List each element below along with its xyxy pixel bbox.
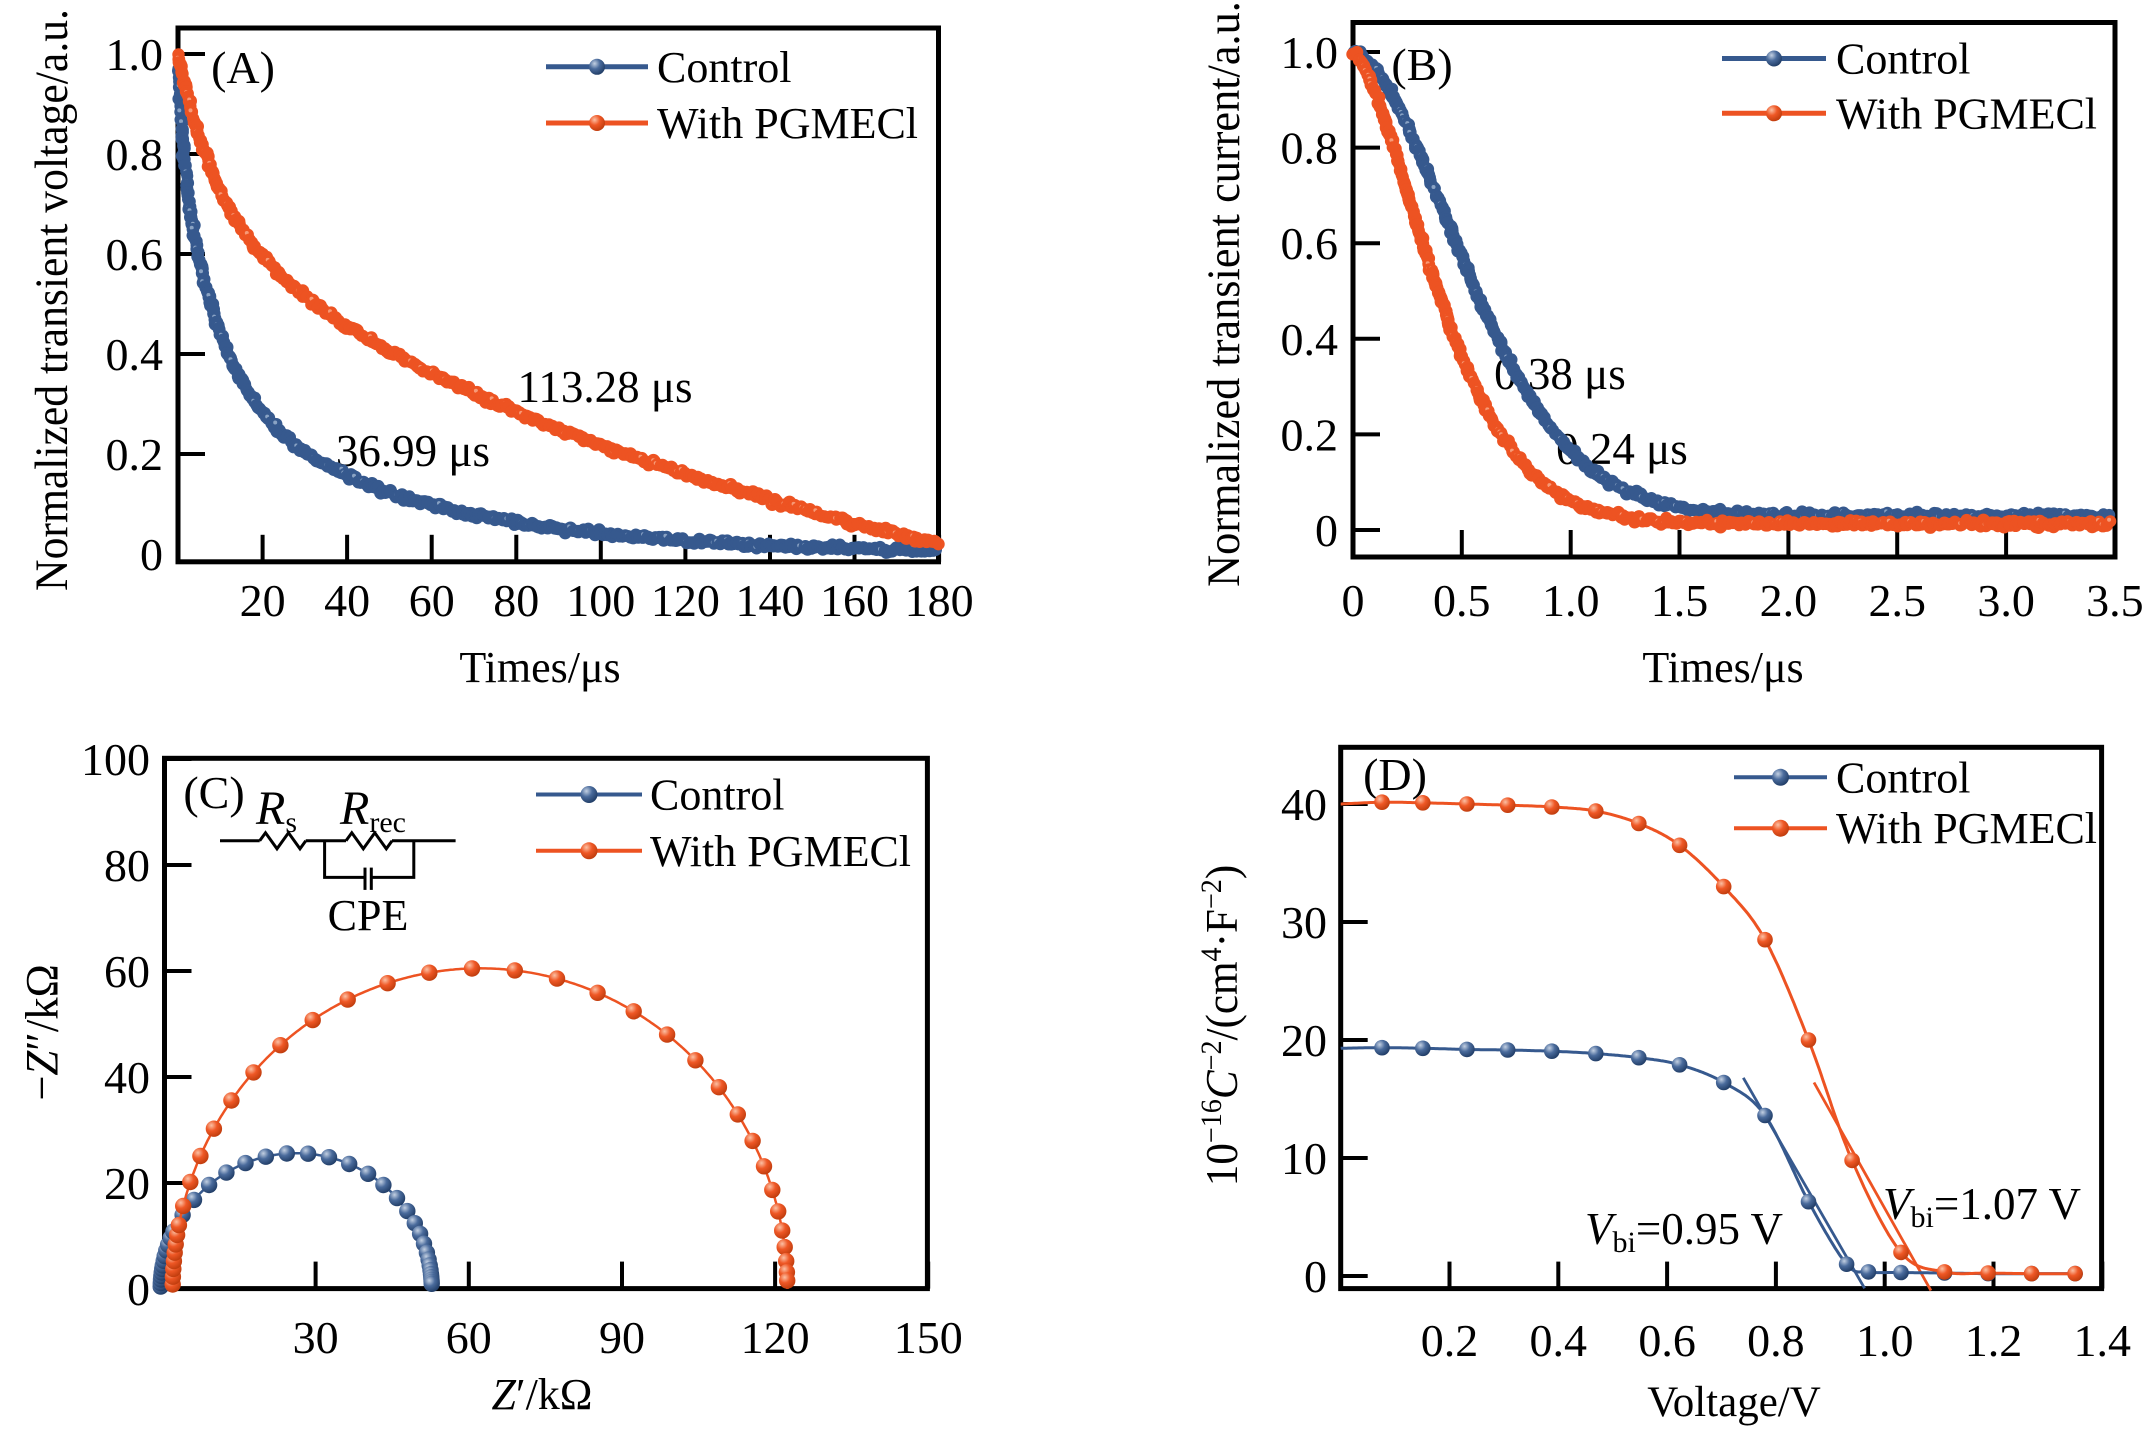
svg-text:20: 20 — [1281, 1015, 1327, 1066]
svg-text:1.5: 1.5 — [1651, 575, 1709, 626]
svg-text:1.2: 1.2 — [1965, 1315, 2023, 1366]
svg-text:0: 0 — [1342, 575, 1365, 626]
svg-text:100: 100 — [566, 575, 635, 626]
svg-text:0.8: 0.8 — [1747, 1315, 1805, 1366]
svg-text:0.8: 0.8 — [106, 129, 164, 180]
svg-text:100: 100 — [81, 734, 150, 785]
svg-text:Vbi=1.07 V: Vbi=1.07 V — [1883, 1179, 2081, 1234]
svg-text:With PGMECl: With PGMECl — [1836, 804, 2097, 853]
svg-text:0.5: 0.5 — [1433, 575, 1491, 626]
svg-text:0: 0 — [1304, 1251, 1327, 1302]
svg-text:Times/μs: Times/μs — [459, 643, 620, 692]
svg-text:0.6: 0.6 — [1638, 1315, 1696, 1366]
svg-text:Control: Control — [1836, 753, 1970, 802]
svg-text:Voltage/V: Voltage/V — [1647, 1379, 1821, 1426]
svg-text:0.8: 0.8 — [1281, 123, 1339, 174]
svg-text:Control: Control — [657, 43, 791, 92]
svg-text:Rrec: Rrec — [339, 782, 406, 839]
svg-text:0: 0 — [127, 1264, 150, 1315]
svg-text:90: 90 — [599, 1312, 645, 1363]
svg-text:10: 10 — [1281, 1133, 1327, 1184]
svg-text:60: 60 — [104, 946, 150, 997]
svg-text:80: 80 — [493, 575, 539, 626]
svg-text:2.0: 2.0 — [1760, 575, 1818, 626]
svg-text:0.6: 0.6 — [1281, 218, 1339, 269]
svg-text:140: 140 — [736, 575, 805, 626]
svg-text:Control: Control — [1836, 35, 1970, 84]
svg-text:36.99 μs: 36.99 μs — [336, 426, 490, 476]
svg-text:0.4: 0.4 — [1281, 314, 1339, 365]
svg-text:40: 40 — [1281, 779, 1327, 830]
svg-text:120: 120 — [651, 575, 720, 626]
svg-text:Normalized transient current/a: Normalized transient current/a.u. — [1197, 1, 1249, 587]
svg-text:(B): (B) — [1391, 39, 1452, 90]
svg-text:1.0: 1.0 — [106, 29, 164, 80]
svg-text:1.0: 1.0 — [1856, 1315, 1914, 1366]
svg-text:(A): (A) — [211, 42, 275, 93]
svg-text:Control: Control — [650, 771, 784, 820]
svg-text:With PGMECl: With PGMECl — [650, 827, 911, 876]
svg-text:40: 40 — [324, 575, 370, 626]
svg-text:40: 40 — [104, 1052, 150, 1103]
svg-text:0.4: 0.4 — [1530, 1315, 1588, 1366]
svg-text:0: 0 — [140, 529, 163, 580]
svg-text:1.0: 1.0 — [1542, 575, 1600, 626]
svg-text:With PGMECl: With PGMECl — [1836, 89, 2097, 138]
svg-text:113.28 μs: 113.28 μs — [518, 362, 693, 412]
svg-text:20: 20 — [104, 1158, 150, 1209]
svg-text:Z′/kΩ: Z′/kΩ — [491, 1370, 592, 1419]
svg-text:1.4: 1.4 — [2074, 1315, 2132, 1366]
svg-text:180: 180 — [905, 575, 974, 626]
svg-text:0.2: 0.2 — [1421, 1315, 1479, 1366]
svg-text:3.5: 3.5 — [2086, 575, 2144, 626]
svg-text:0.4: 0.4 — [106, 329, 164, 380]
svg-text:60: 60 — [446, 1312, 492, 1363]
svg-text:CPE: CPE — [328, 891, 409, 940]
svg-text:30: 30 — [1281, 897, 1327, 948]
svg-text:(D): (D) — [1363, 749, 1427, 800]
svg-text:Normalized transient voltage/a: Normalized transient voltage/a.u. — [25, 9, 77, 591]
svg-text:160: 160 — [820, 575, 889, 626]
svg-text:With PGMECl: With PGMECl — [657, 99, 918, 148]
svg-text:3.0: 3.0 — [1977, 575, 2035, 626]
svg-text:−Z″/kΩ: −Z″/kΩ — [15, 964, 67, 1101]
svg-text:120: 120 — [741, 1312, 810, 1363]
svg-text:0: 0 — [1315, 505, 1338, 556]
svg-text:10−16C−2/(cm4·F−2): 10−16C−2/(cm4·F−2) — [1195, 865, 1247, 1186]
svg-text:(C): (C) — [183, 767, 244, 818]
svg-text:80: 80 — [104, 840, 150, 891]
svg-text:0.6: 0.6 — [106, 229, 164, 280]
svg-text:Times/μs: Times/μs — [1642, 643, 1803, 692]
svg-text:0.2: 0.2 — [1281, 409, 1339, 460]
svg-text:60: 60 — [409, 575, 455, 626]
svg-text:0.2: 0.2 — [106, 429, 164, 480]
svg-text:2.5: 2.5 — [1868, 575, 1926, 626]
svg-text:30: 30 — [293, 1312, 339, 1363]
svg-text:20: 20 — [240, 575, 286, 626]
svg-text:150: 150 — [894, 1312, 963, 1363]
svg-text:Vbi=0.95 V: Vbi=0.95 V — [1585, 1204, 1783, 1259]
svg-text:1.0: 1.0 — [1281, 27, 1339, 78]
svg-text:Rs: Rs — [255, 782, 297, 839]
